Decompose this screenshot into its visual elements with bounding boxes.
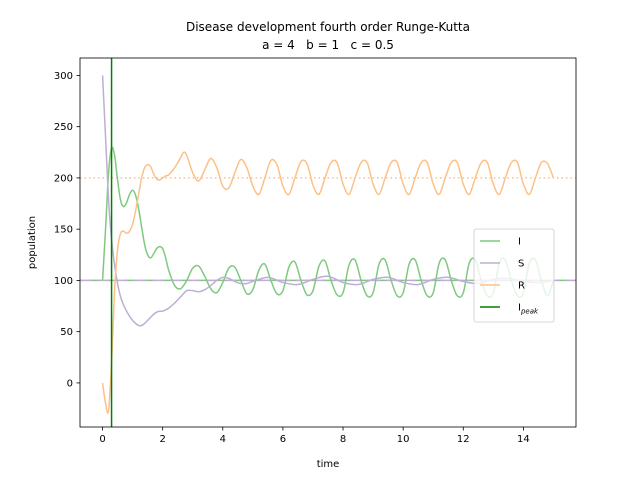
x-tick-label: 4 <box>220 434 226 445</box>
x-tick-label: 10 <box>397 434 410 445</box>
legend-box <box>473 228 555 323</box>
y-tick-label: 150 <box>54 225 73 236</box>
x-tick-label: 12 <box>457 434 470 445</box>
series-line-r <box>101 151 555 414</box>
series-lines <box>101 58 555 427</box>
y-tick-label: 0 <box>67 378 73 389</box>
y-tick-label: 50 <box>60 327 73 338</box>
chart-subtitle: a = 4 b = 1 c = 0.5 <box>262 38 394 52</box>
y-tick-label: 250 <box>54 122 73 133</box>
legend-label: S <box>518 259 524 270</box>
y-axis-label: population <box>27 216 38 269</box>
series-line-i <box>101 146 555 298</box>
series-line-s <box>101 75 554 327</box>
plot-frame <box>79 57 577 428</box>
x-axis: 0 2 4 6 8 10 12 14 <box>99 427 530 445</box>
legend-label: R <box>518 281 525 292</box>
x-tick-label: 14 <box>517 434 530 445</box>
y-tick-label: 200 <box>54 173 73 184</box>
x-tick-label: 2 <box>159 434 165 445</box>
x-tick-label: 0 <box>99 434 105 445</box>
y-axis: 0 50 100 150 200 250 300 <box>54 71 80 389</box>
x-axis-label: time <box>317 459 340 470</box>
y-tick-label: 300 <box>54 71 73 82</box>
y-tick-label: 100 <box>54 276 73 287</box>
legend-label: I <box>518 237 521 248</box>
x-tick-label: 8 <box>340 434 346 445</box>
x-tick-label: 6 <box>280 434 286 445</box>
chart-title: Disease development fourth order Runge-K… <box>186 20 470 34</box>
